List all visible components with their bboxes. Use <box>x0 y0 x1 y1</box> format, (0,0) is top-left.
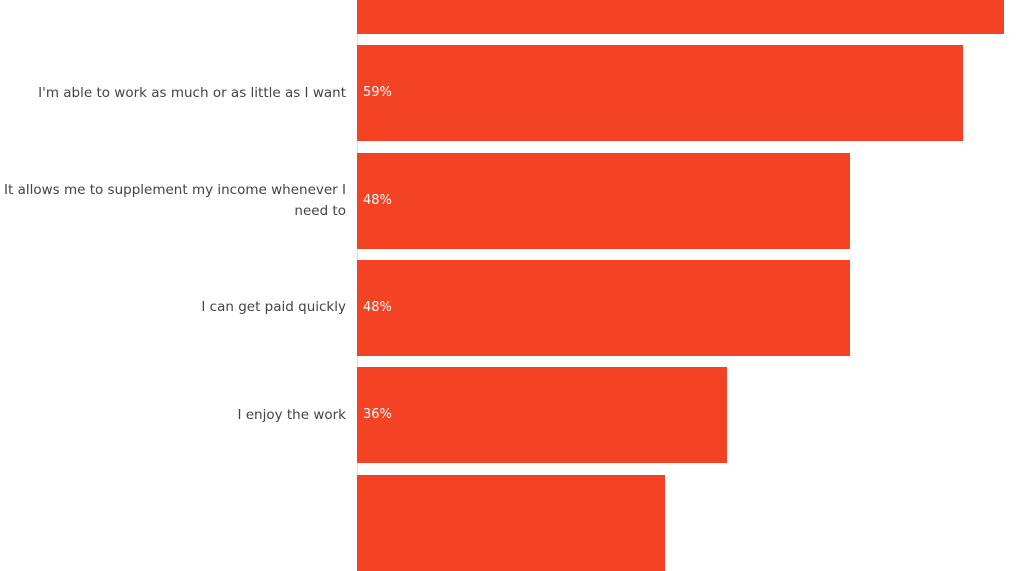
data-label: 48% <box>363 192 392 208</box>
bar <box>357 474 666 571</box>
category-label: I enjoy the work <box>237 406 346 423</box>
category-label: I'm able to work as much or as little as… <box>38 84 346 101</box>
bar <box>357 367 727 464</box>
category-label: It allows me to supplement my income whe… <box>4 181 346 219</box>
bar <box>357 45 963 142</box>
data-label: 48% <box>363 299 392 315</box>
bar <box>357 152 850 249</box>
data-label: 59% <box>363 85 392 101</box>
bar <box>357 259 850 356</box>
y-axis-line <box>357 0 358 512</box>
bar <box>357 0 1004 34</box>
category-label: I can get paid quickly <box>201 299 346 316</box>
horizontal-bar-chart: I'm able to work as much or as little as… <box>4 0 1004 571</box>
data-label: 36% <box>363 407 392 423</box>
